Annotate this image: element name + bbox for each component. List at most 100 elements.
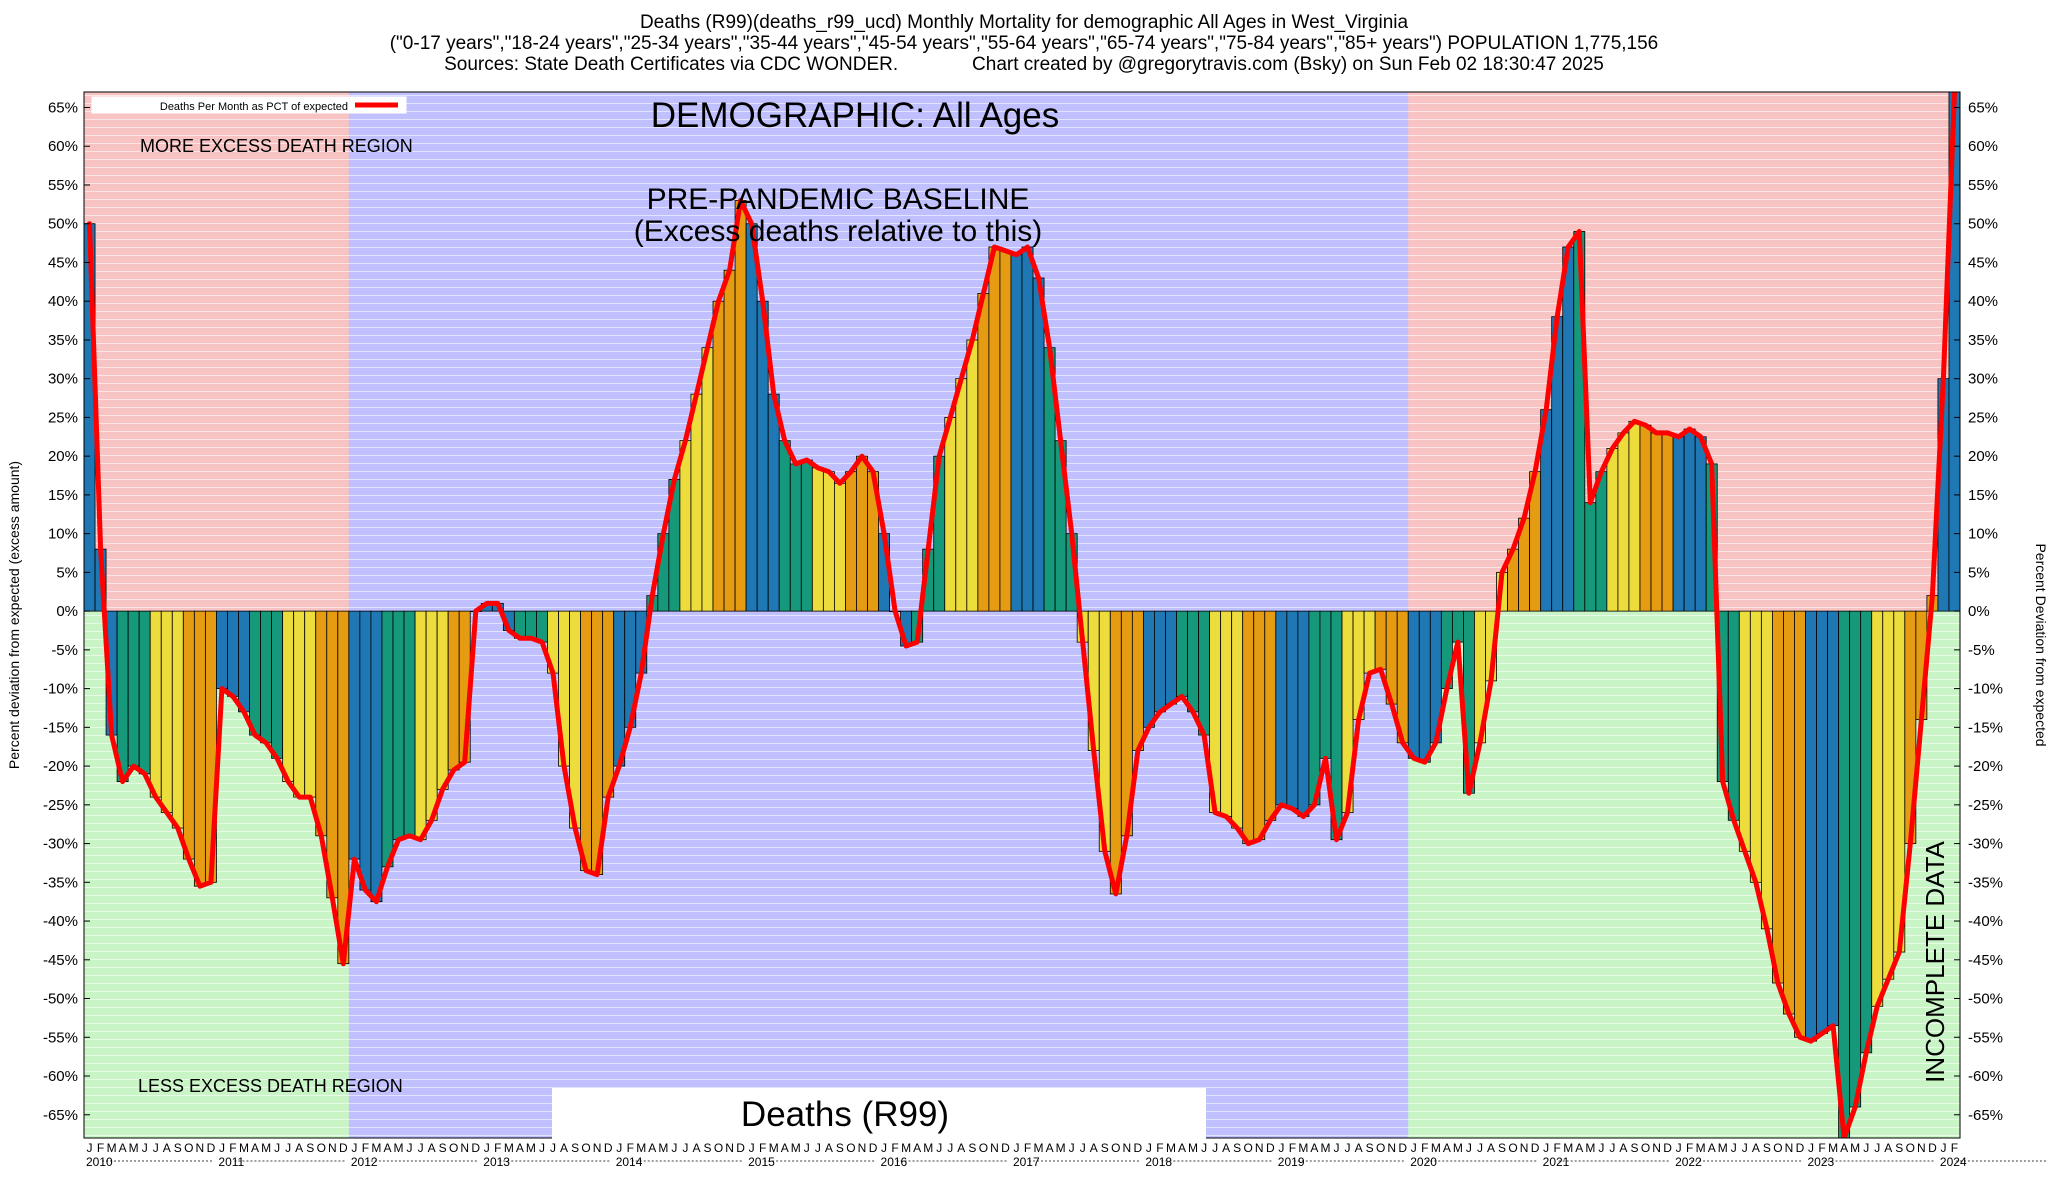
bar — [944, 417, 957, 612]
legend-box — [91, 96, 407, 114]
x-month-label: M — [636, 1141, 646, 1155]
x-month-label: J — [219, 1141, 225, 1155]
x-month-label: F — [97, 1141, 104, 1155]
x-month-label: A — [1884, 1141, 1892, 1155]
baseline-annotation-line-2: (Excess deaths relative to this) — [634, 215, 1043, 248]
bar — [999, 250, 1012, 612]
y-tick-label-left: -60% — [43, 1068, 78, 1085]
x-month-label: A — [295, 1141, 303, 1155]
y-tick-label-right: 55% — [1968, 177, 1998, 194]
bar — [381, 610, 394, 868]
x-month-label: M — [504, 1141, 514, 1155]
y-tick-label-right: 40% — [1968, 293, 1998, 310]
x-month-label: D — [339, 1141, 348, 1155]
bar — [1220, 610, 1233, 817]
x-month-label: A — [1575, 1141, 1583, 1155]
series-line — [87, 92, 1957, 1138]
bar — [734, 200, 747, 612]
x-month-label: A — [1708, 1141, 1716, 1155]
x-month-label: O — [846, 1141, 855, 1155]
y-tick-label-left: -5% — [51, 642, 78, 659]
x-month-label: O — [184, 1141, 193, 1155]
x-month-label: J — [1609, 1141, 1615, 1155]
x-year-label: 2016 — [881, 1155, 908, 1169]
y-tick-label-left: -65% — [43, 1107, 78, 1124]
bar — [1131, 610, 1144, 751]
bar — [1816, 610, 1828, 1034]
x-year-label: 2019 — [1278, 1155, 1305, 1169]
bar — [1584, 502, 1597, 612]
x-month-label: F — [1156, 1141, 1163, 1155]
y-tick-label-right: 35% — [1968, 332, 1998, 349]
x-month-label: M — [1431, 1141, 1441, 1155]
x-month-label: F — [1554, 1141, 1561, 1155]
x-month-label: A — [1443, 1141, 1451, 1155]
x-month-label: S — [306, 1141, 314, 1155]
bar — [1308, 610, 1321, 806]
x-month-label: N — [990, 1141, 999, 1155]
y-tick-label-right: 0% — [1968, 603, 1990, 620]
x-month-label: O — [581, 1141, 590, 1155]
x-month-label: O — [714, 1141, 723, 1155]
x-month-label: F — [229, 1141, 236, 1155]
bar — [171, 610, 184, 829]
x-month-label: A — [1487, 1141, 1495, 1155]
bar — [160, 610, 173, 813]
bar — [1727, 610, 1740, 821]
x-month-label: O — [1641, 1141, 1650, 1155]
x-month-label: N — [1122, 1141, 1131, 1155]
x-month-label: A — [692, 1141, 700, 1155]
x-month-label: M — [1298, 1141, 1308, 1155]
x-month-label: J — [142, 1141, 148, 1155]
x-month-label: A — [516, 1141, 524, 1155]
y-tick-label-right: -60% — [1968, 1068, 2003, 1085]
y-tick-label-left: 5% — [56, 564, 78, 581]
x-month-label: J — [1080, 1141, 1086, 1155]
bar — [447, 610, 460, 771]
x-month-label: J — [1863, 1141, 1869, 1155]
y-tick-label-left: 25% — [48, 409, 78, 426]
bar — [1264, 610, 1277, 821]
x-month-label: M — [371, 1141, 381, 1155]
x-month-label: O — [1376, 1141, 1385, 1155]
bar — [1010, 254, 1023, 612]
x-month-label: S — [836, 1141, 844, 1155]
x-month-label: A — [428, 1141, 436, 1155]
x-month-label: M — [901, 1141, 911, 1155]
bar — [778, 440, 791, 612]
x-month-label: M — [1828, 1141, 1838, 1155]
chart-title-line-1: Deaths (R99)(deaths_r99_ucd) Monthly Mor… — [639, 12, 1409, 33]
x-year-label: 2021 — [1543, 1155, 1570, 1169]
bar — [845, 471, 857, 612]
x-month-label: J — [285, 1141, 291, 1155]
x-month-label: A — [560, 1141, 568, 1155]
bar — [425, 610, 438, 821]
chart-title-line-3: Sources: State Death Certificates via CD… — [444, 54, 1604, 75]
y-tick-label-right: -25% — [1968, 797, 2003, 814]
x-month-label: F — [1421, 1141, 1428, 1155]
x-month-label: N — [1785, 1141, 1794, 1155]
x-month-label: J — [1598, 1141, 1604, 1155]
x-month-label: M — [239, 1141, 249, 1155]
x-year-label: 2014 — [616, 1155, 643, 1169]
x-month-label: J — [484, 1141, 490, 1155]
bar — [1617, 432, 1630, 612]
y-tick-label-left: 50% — [48, 216, 78, 233]
bar — [1650, 432, 1663, 612]
x-month-label: M — [1166, 1141, 1176, 1155]
x-month-label: A — [251, 1141, 259, 1155]
bar — [370, 610, 383, 903]
x-month-label: D — [736, 1141, 745, 1155]
x-year-label: 2011 — [218, 1155, 244, 1169]
y-tick-label-left: -55% — [43, 1029, 78, 1046]
bar — [1032, 277, 1045, 612]
y-tick-label-right: -65% — [1968, 1107, 2003, 1124]
x-month-label: S — [439, 1141, 447, 1155]
bar — [271, 610, 284, 759]
bar — [1187, 610, 1199, 713]
x-month-label: J — [1874, 1141, 1880, 1155]
bar — [1451, 610, 1464, 643]
x-month-label: N — [1255, 1141, 1264, 1155]
bar — [414, 610, 427, 841]
x-month-label: A — [383, 1141, 391, 1155]
